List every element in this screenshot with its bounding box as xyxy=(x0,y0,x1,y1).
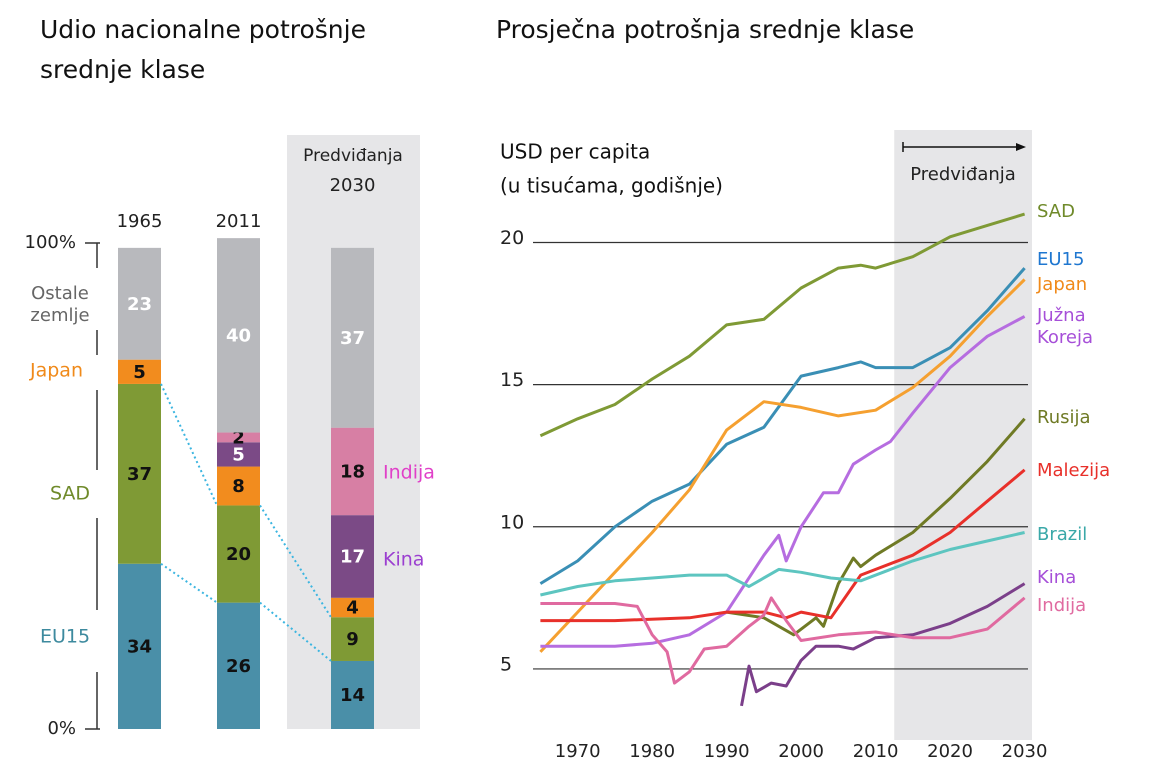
connector xyxy=(160,562,218,604)
x-tick-label: 2030 xyxy=(1002,741,1048,762)
legend-label: Ostale zemlje xyxy=(30,283,90,326)
legend-label: EU15 xyxy=(40,626,90,648)
x-tick-label: 1980 xyxy=(629,741,675,762)
y-tick-label: 0% xyxy=(47,718,76,739)
value-label: 40 xyxy=(226,325,251,346)
value-label: 4 xyxy=(346,598,359,619)
x-tick-label: 1990 xyxy=(704,741,750,762)
legend-label: Kina xyxy=(1037,567,1076,588)
value-label: 23 xyxy=(127,294,152,315)
legend-label: Malezija xyxy=(1037,460,1110,481)
legend-label: Rusija xyxy=(1037,407,1091,428)
connector xyxy=(259,504,332,618)
legend-label: Brazil xyxy=(1037,524,1087,545)
line-series xyxy=(540,531,1025,597)
bar-segment xyxy=(217,466,260,506)
y-tick-label: 20 xyxy=(500,227,524,249)
legend-label: Japan xyxy=(29,360,83,382)
connector xyxy=(160,383,218,506)
bar-segment xyxy=(118,359,161,384)
bar-segment xyxy=(331,515,374,598)
legend-label: Južna Koreja xyxy=(1037,305,1094,348)
line-series xyxy=(540,468,1026,623)
bar-segment xyxy=(331,427,374,516)
line-series xyxy=(539,278,1026,653)
value-label: 34 xyxy=(127,636,152,657)
bar-segment xyxy=(217,432,260,443)
x-tick-label: 1965 xyxy=(117,211,163,232)
value-label: 5 xyxy=(133,362,146,383)
y-tick-label: 5 xyxy=(500,653,512,675)
value-label: 8 xyxy=(232,476,245,497)
legend-label: Indija xyxy=(383,462,435,484)
value-label: 18 xyxy=(340,461,365,482)
connector xyxy=(259,601,332,662)
value-label: 20 xyxy=(226,544,251,565)
bar-segment xyxy=(331,617,374,661)
bar-segment xyxy=(118,563,161,729)
line-series xyxy=(726,417,1026,637)
line-series xyxy=(740,582,1026,707)
bar-segment xyxy=(217,442,260,467)
legend-label: Indija xyxy=(1037,595,1086,616)
x-tick-label: 2020 xyxy=(927,741,973,762)
bar-segment xyxy=(217,602,260,729)
bar-segment xyxy=(331,247,374,428)
x-tick-label: 2011 xyxy=(216,211,262,232)
x-tick-label: 2030 xyxy=(330,175,376,196)
value-label: 2 xyxy=(232,427,245,448)
x-tick-label: 2010 xyxy=(853,741,899,762)
value-label: 9 xyxy=(346,629,359,650)
bar-segment xyxy=(331,660,374,729)
bar-segment xyxy=(331,597,374,618)
y-axis-title: (u tisućama, godišnje) xyxy=(500,174,723,198)
line-series xyxy=(539,212,1026,438)
bar-segment xyxy=(217,238,260,433)
legend-label: SAD xyxy=(50,483,90,505)
y-tick-label: 10 xyxy=(500,511,524,533)
bar-segment xyxy=(118,247,161,360)
legend-label: Japan xyxy=(1036,274,1087,295)
value-label: 37 xyxy=(340,328,365,349)
forecast-label: Predviđanja xyxy=(303,146,403,166)
legend-label: EU15 xyxy=(1037,249,1084,270)
bar-segment xyxy=(217,505,260,603)
line-series xyxy=(540,315,1026,648)
x-tick-label: 1970 xyxy=(555,741,601,762)
x-tick-label: 2000 xyxy=(778,741,824,762)
value-label: 26 xyxy=(226,656,251,677)
value-label: 14 xyxy=(340,685,365,706)
line-series xyxy=(540,596,1026,685)
value-label: 5 xyxy=(232,444,245,465)
value-label: 37 xyxy=(127,464,152,485)
forecast-label: Predviđanja xyxy=(910,164,1016,185)
legend-label: SAD xyxy=(1037,201,1075,222)
bar-segment xyxy=(118,383,161,564)
line-series xyxy=(539,267,1026,585)
y-tick-label: 15 xyxy=(500,369,524,391)
y-tick-label: 100% xyxy=(25,232,76,253)
forecast-arrowhead xyxy=(1016,143,1026,151)
legend-label: Kina xyxy=(383,549,424,571)
chart-title: Prosječna potrošnja srednje klase xyxy=(496,15,915,44)
y-axis-title: USD per capita xyxy=(500,140,650,164)
value-label: 17 xyxy=(340,546,365,567)
chart-title: Udio nacionalne potrošnje srednje klase xyxy=(40,15,366,84)
